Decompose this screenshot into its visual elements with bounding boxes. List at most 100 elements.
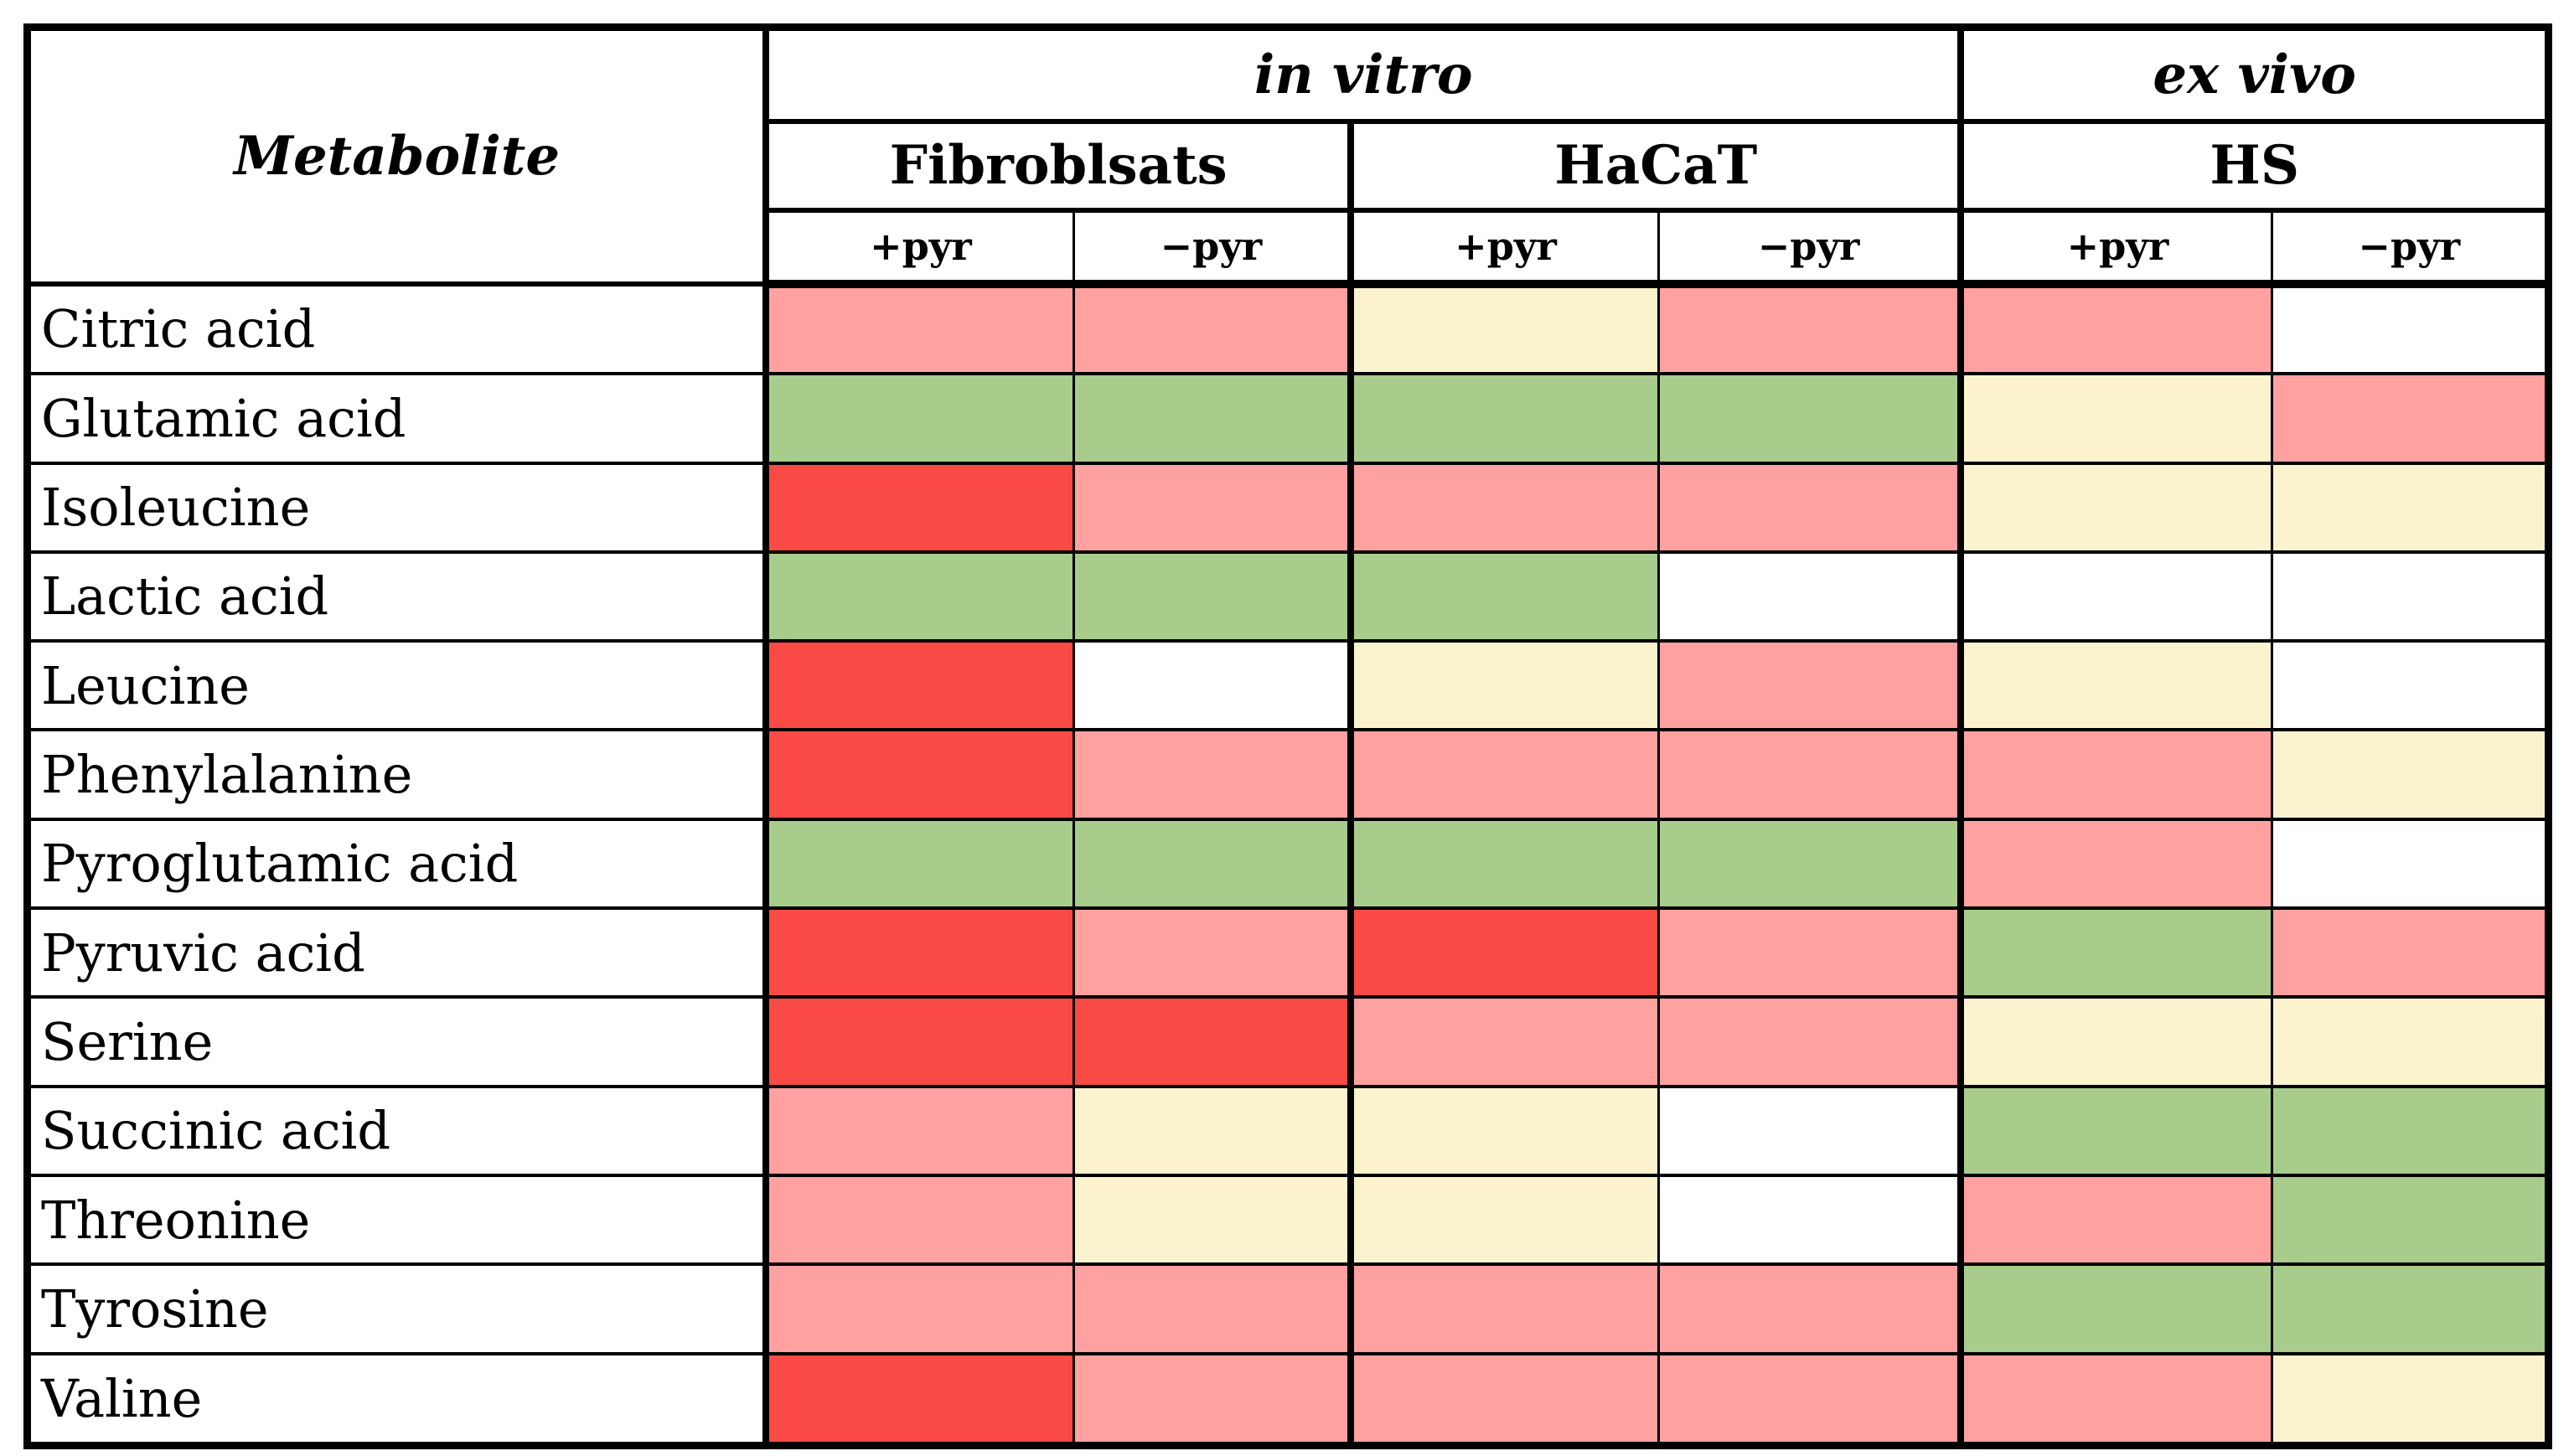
heatmap-cell <box>1347 906 1660 999</box>
heatmap-cell <box>1657 1262 1962 1355</box>
condition-header-hs-minus-pyr: −pyr <box>2271 209 2550 288</box>
heatmap-cell <box>2271 1084 2550 1178</box>
metabolite-name: Isoleucine <box>26 461 768 554</box>
heatmap-cell <box>1072 1351 1352 1448</box>
heatmap-cell <box>1657 372 1962 465</box>
metabolite-heatmap-figure: Metabolite in vitro ex vivo Fibroblsats … <box>23 23 2552 1449</box>
table-row: Lactic acid <box>26 550 2550 643</box>
heatmap-cell <box>1657 281 1962 376</box>
heatmap-cell <box>1347 1262 1660 1355</box>
heatmap-cell <box>762 372 1075 465</box>
heatmap-cell <box>2271 639 2550 732</box>
heatmap-cell <box>2271 995 2550 1088</box>
heatmap-cell <box>1072 550 1352 643</box>
heatmap-cell <box>1957 728 2274 821</box>
metabolite-name: Leucine <box>26 639 768 732</box>
heatmap-cell <box>1072 372 1352 465</box>
heatmap-cell <box>2271 372 2550 465</box>
heatmap-cell <box>1347 281 1660 376</box>
heatmap-cell <box>2271 1262 2550 1355</box>
heatmap-cell <box>2271 1173 2550 1267</box>
heatmap-cell <box>1072 1173 1352 1267</box>
heatmap-cell <box>762 817 1075 911</box>
heatmap-cell <box>762 639 1075 732</box>
heatmap-cell <box>762 461 1075 554</box>
table-row: Valine <box>26 1351 2550 1448</box>
heatmap-cell <box>1957 550 2274 643</box>
table-row: Citric acid <box>26 281 2550 376</box>
heatmap-cell <box>1657 817 1962 911</box>
heatmap-cell <box>762 1351 1075 1448</box>
heatmap-cell <box>2271 550 2550 643</box>
metabolite-name: Succinic acid <box>26 1084 768 1178</box>
table-row: Phenylalanine <box>26 728 2550 821</box>
heatmap-cell <box>1347 1351 1660 1448</box>
metabolite-name: Citric acid <box>26 281 768 376</box>
cell-type-header-hacat: HaCaT <box>1347 120 1962 213</box>
heatmap-cell <box>1347 550 1660 643</box>
metabolite-name: Phenylalanine <box>26 728 768 821</box>
heatmap-cell <box>1657 639 1962 732</box>
heatmap-cell <box>1657 1173 1962 1267</box>
group-header-in-vitro: in vitro <box>762 26 1962 124</box>
metabolite-name: Pyruvic acid <box>26 906 768 999</box>
heatmap-cell <box>1072 639 1352 732</box>
heatmap-cell <box>1657 906 1962 999</box>
heatmap-cell <box>1957 1351 2274 1448</box>
heatmap-cell <box>1957 639 2274 732</box>
table-row: Pyroglutamic acid <box>26 817 2550 911</box>
heatmap-cell <box>762 1173 1075 1267</box>
heatmap-cell <box>762 995 1075 1088</box>
metabolite-name: Pyroglutamic acid <box>26 817 768 911</box>
heatmap-cell <box>1072 1084 1352 1178</box>
condition-header-fib-plus-pyr: +pyr <box>762 209 1075 288</box>
heatmap-cell <box>762 1084 1075 1178</box>
group-header-row: Metabolite in vitro ex vivo <box>26 26 2551 287</box>
table-row: Pyruvic acid <box>26 906 2550 999</box>
heatmap-cell <box>1347 995 1660 1088</box>
heatmap-cell <box>1957 461 2274 554</box>
table-row: Threonine <box>26 1173 2550 1267</box>
heatmap-cell <box>1657 728 1962 821</box>
heatmap-cell <box>1347 372 1660 465</box>
heatmap-cell <box>1657 995 1962 1088</box>
table-row: Tyrosine <box>26 1262 2550 1355</box>
heatmap-cell <box>1072 906 1352 999</box>
cell-type-header-hs: HS <box>1957 120 2551 213</box>
heatmap-cell <box>762 728 1075 821</box>
metabolite-name: Valine <box>26 1351 768 1448</box>
heatmap-cell <box>1657 461 1962 554</box>
group-header-ex-vivo: ex vivo <box>1957 26 2551 124</box>
heatmap-cell <box>1072 461 1352 554</box>
heatmap-cell <box>1657 1084 1962 1178</box>
metabolite-name: Threonine <box>26 1173 768 1267</box>
metabolite-name: Glutamic acid <box>26 372 768 465</box>
heatmap-cell <box>1657 550 1962 643</box>
table-row: Isoleucine <box>26 461 2550 554</box>
condition-header-hs-plus-pyr: +pyr <box>1957 209 2274 288</box>
heatmap-cell <box>1957 1084 2274 1178</box>
heatmap-cell <box>2271 281 2550 376</box>
heatmap-cell <box>762 906 1075 999</box>
table-row: Succinic acid <box>26 1084 2550 1178</box>
heatmap-cell <box>762 281 1075 376</box>
heatmap-cell <box>2271 461 2550 554</box>
heatmap-cell <box>1957 817 2274 911</box>
heatmap-cell <box>2271 817 2550 911</box>
table-row: Glutamic acid <box>26 372 2550 465</box>
heatmap-cell <box>1957 995 2274 1088</box>
heatmap-cell <box>1347 1084 1660 1178</box>
heatmap-cell <box>2271 1351 2550 1448</box>
cell-type-header-fibroblasts: Fibroblsats <box>762 120 1352 213</box>
heatmap-cell <box>2271 906 2550 999</box>
heatmap-cell <box>1957 1262 2274 1355</box>
heatmap-cell <box>2271 728 2550 821</box>
heatmap-cell <box>1347 1173 1660 1267</box>
condition-header-hacat-minus-pyr: −pyr <box>1657 209 1962 288</box>
heatmap-body: Citric acid Glutamic acid Isoleucine Lactic… <box>26 281 2550 1448</box>
condition-header-hacat-plus-pyr: +pyr <box>1347 209 1660 288</box>
heatmap-cell <box>1657 1351 1962 1448</box>
heatmap-cell <box>1347 728 1660 821</box>
heatmap-cell <box>1957 281 2274 376</box>
metabolite-name: Lactic acid <box>26 550 768 643</box>
